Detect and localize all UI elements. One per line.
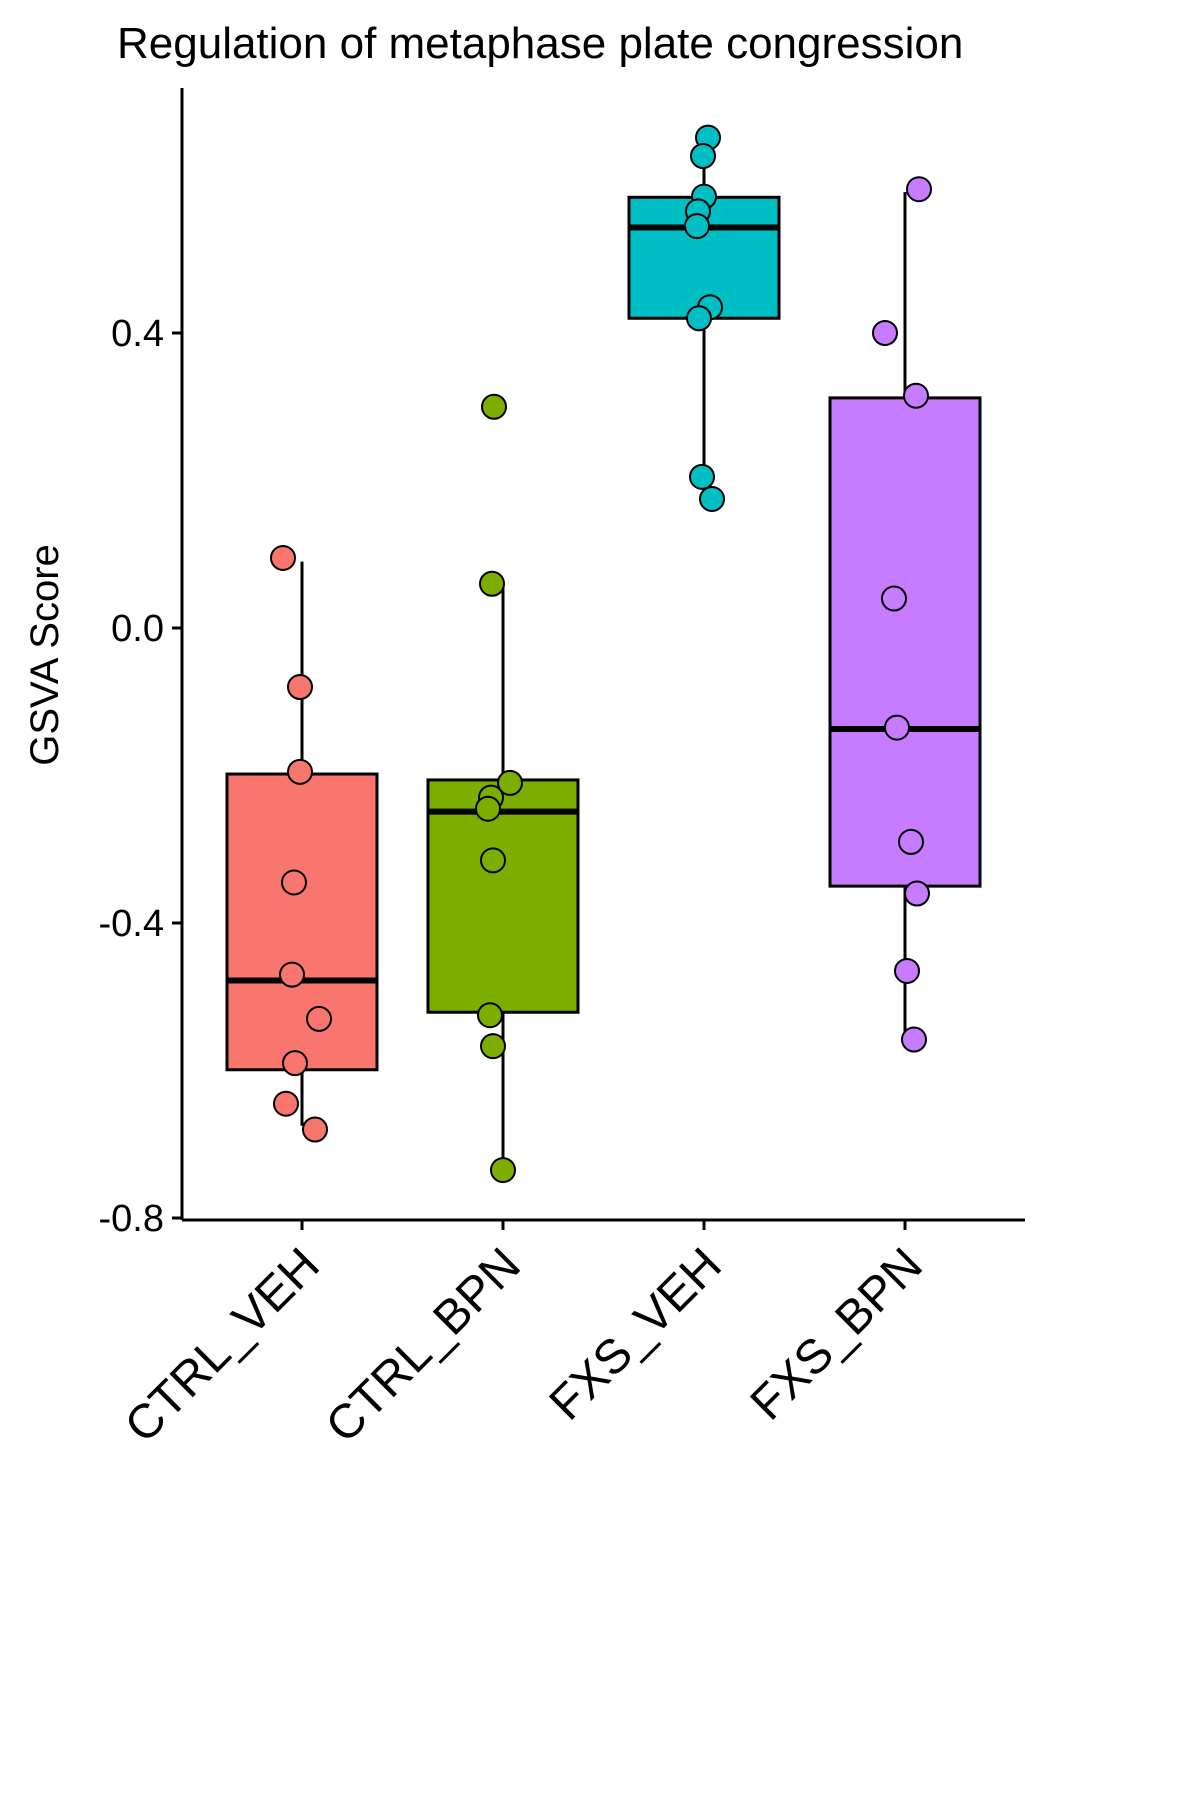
box-plot-chart: Regulation of metaphase plate congressio… [23,19,1025,1453]
data-point [287,758,313,785]
box-group-fxs-bpn [828,192,982,1039]
x-tick-label: CTRL_VEH [115,1238,330,1453]
data-point [480,1033,506,1060]
y-tick-label: -0.8 [99,1198,164,1240]
x-tick-label: FXS_VEH [540,1238,732,1430]
y-tick-label: -0.4 [99,903,164,945]
chart-title: Regulation of metaphase plate congressio… [117,19,963,68]
data-point [273,1090,299,1117]
y-tick-label: 0.0 [111,608,164,650]
data-point [287,674,313,700]
plot-area [225,124,982,1184]
data-point [302,1116,328,1143]
data-point [306,1005,332,1032]
data-point [270,544,296,571]
data-point [894,957,920,984]
data-point [881,585,907,612]
box-iqr [828,396,982,888]
box-iqr [426,778,580,1014]
data-point [481,393,507,420]
box-iqr [225,772,379,1072]
box-group-ctrl-bpn [426,584,580,1171]
y-axis-label: GSVA Score [23,544,67,766]
data-point [904,880,930,907]
data-point [690,143,716,169]
y-tick-label: 0.4 [111,313,164,355]
data-point [497,769,523,796]
data-point [699,485,725,512]
data-point [480,847,506,874]
x-tick-label: CTRL_BPN [316,1238,531,1453]
data-point [686,305,712,332]
data-point [884,714,910,741]
data-point [903,382,929,409]
data-point [906,176,932,203]
data-point [281,869,307,896]
data-point [279,961,305,988]
box-group-ctrl-veh [225,561,379,1126]
data-point [684,213,710,240]
data-point [475,795,501,822]
data-point [282,1050,308,1077]
data-point [689,463,715,490]
data-point [872,320,898,346]
x-tick-label: FXS_BPN [741,1238,933,1430]
data-point [901,1026,927,1053]
data-point [898,828,924,855]
data-point [479,570,505,597]
data-point [477,1002,503,1029]
data-point [490,1157,516,1184]
